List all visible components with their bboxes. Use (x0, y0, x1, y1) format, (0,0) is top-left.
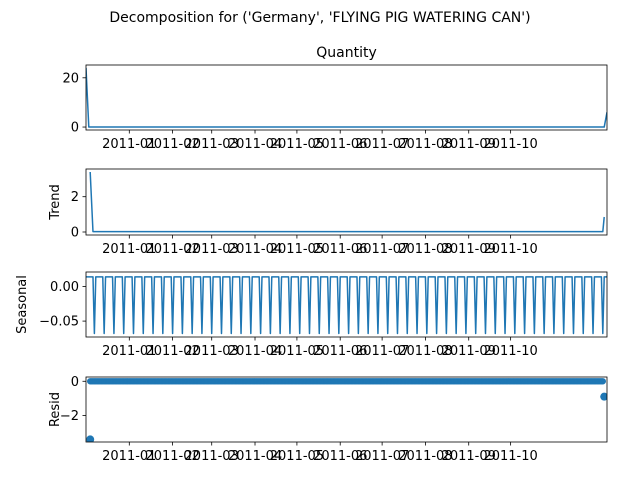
x-tick-label: 2011-10 (483, 449, 537, 464)
trend-axes-frame (85, 168, 608, 236)
plot-area-observed (86, 67, 607, 128)
y-axis-label: Seasonal (15, 275, 30, 334)
x-tick-label: 2011-03 (185, 449, 239, 464)
x-tick-label: 2011-03 (185, 137, 239, 152)
x-tick-label: 2011-04 (228, 242, 282, 257)
x-tick-label: 2011-07 (355, 449, 409, 464)
x-tick-label: 2011-08 (398, 449, 452, 464)
x-tick-label: 2011-03 (185, 242, 239, 257)
x-tick-label: 2011-02 (145, 137, 199, 152)
seasonal-series-line (86, 276, 607, 335)
plot-area-seasonal (86, 276, 607, 335)
x-tick-label: 2011-09 (442, 242, 496, 257)
panel-resid: 0−22011-012011-022011-032011-042011-0520… (48, 375, 608, 464)
x-tick-label: 2011-07 (355, 344, 409, 359)
x-tick-label: 2011-09 (442, 449, 496, 464)
y-tick-label: 0 (71, 375, 79, 390)
panel-trend: 022011-012011-022011-032011-042011-05201… (48, 168, 608, 257)
x-tick-label: 2011-05 (270, 449, 324, 464)
x-tick-label: 2011-01 (102, 242, 156, 257)
panel-title: Quantity (316, 45, 377, 61)
x-tick-label: 2011-02 (145, 242, 199, 257)
x-tick-label: 2011-09 (442, 137, 496, 152)
panel-observed: 0202011-012011-022011-032011-042011-0520… (62, 45, 608, 152)
x-tick-label: 2011-06 (313, 137, 367, 152)
resid-outlier-point (86, 435, 95, 442)
trend-series-line (89, 171, 605, 233)
resid-axes-frame (85, 376, 608, 443)
x-tick-label: 2011-09 (442, 344, 496, 359)
x-tick-label: 2011-01 (102, 344, 156, 359)
x-tick-label: 2011-02 (145, 344, 199, 359)
observed-axes-frame (85, 64, 608, 131)
x-tick-label: 2011-06 (313, 344, 367, 359)
x-tick-label: 2011-01 (102, 449, 156, 464)
x-tick-label: 2011-06 (313, 449, 367, 464)
x-tick-label: 2011-04 (228, 344, 282, 359)
resid-outlier-point (600, 392, 607, 401)
y-tick-label: −0.05 (39, 315, 79, 330)
observed-series-line (86, 67, 607, 128)
panels-group: 0202011-012011-022011-032011-042011-0520… (15, 45, 608, 464)
x-tick-label: 2011-05 (270, 242, 324, 257)
x-tick-label: 2011-04 (228, 449, 282, 464)
y-tick-label: 20 (62, 71, 79, 86)
x-tick-label: 2011-04 (228, 137, 282, 152)
plot-area-resid (86, 378, 607, 442)
plot-area-trend (89, 171, 605, 233)
resid-point (599, 378, 607, 385)
x-tick-label: 2011-03 (185, 344, 239, 359)
y-tick-label: 0 (71, 226, 79, 241)
y-axis-label: Trend (48, 184, 63, 221)
seasonal-axes-frame (85, 271, 608, 338)
x-tick-label: 2011-07 (355, 137, 409, 152)
x-tick-label: 2011-06 (313, 242, 367, 257)
y-axis-label: Resid (48, 392, 63, 427)
x-tick-label: 2011-02 (145, 449, 199, 464)
x-tick-label: 2011-10 (483, 242, 537, 257)
x-tick-label: 2011-05 (270, 137, 324, 152)
x-tick-label: 2011-10 (483, 344, 537, 359)
y-tick-label: −2 (60, 409, 79, 424)
x-tick-label: 2011-08 (398, 344, 452, 359)
x-tick-label: 2011-08 (398, 137, 452, 152)
x-tick-label: 2011-10 (483, 137, 537, 152)
x-tick-label: 2011-05 (270, 344, 324, 359)
y-tick-label: 2 (71, 190, 79, 205)
x-tick-label: 2011-08 (398, 242, 452, 257)
x-tick-label: 2011-01 (102, 137, 156, 152)
figure-suptitle: Decomposition for ('Germany', 'FLYING PI… (109, 10, 530, 26)
y-tick-label: 0.00 (50, 280, 79, 295)
x-tick-label: 2011-07 (355, 242, 409, 257)
panel-seasonal: 0.00−0.052011-012011-022011-032011-04201… (15, 271, 608, 359)
y-tick-label: 0 (71, 121, 79, 136)
